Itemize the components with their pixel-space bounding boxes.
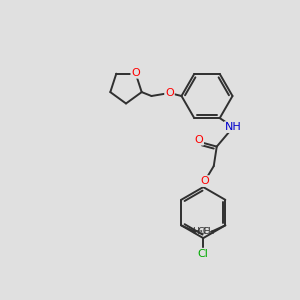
Text: NH: NH bbox=[225, 122, 242, 132]
Text: O: O bbox=[194, 135, 203, 145]
Text: H₃C: H₃C bbox=[192, 227, 209, 236]
Text: CH₃: CH₃ bbox=[197, 227, 214, 236]
Text: O: O bbox=[200, 176, 209, 186]
Text: Cl: Cl bbox=[198, 249, 209, 259]
Text: O: O bbox=[131, 68, 140, 78]
Text: O: O bbox=[165, 88, 174, 98]
